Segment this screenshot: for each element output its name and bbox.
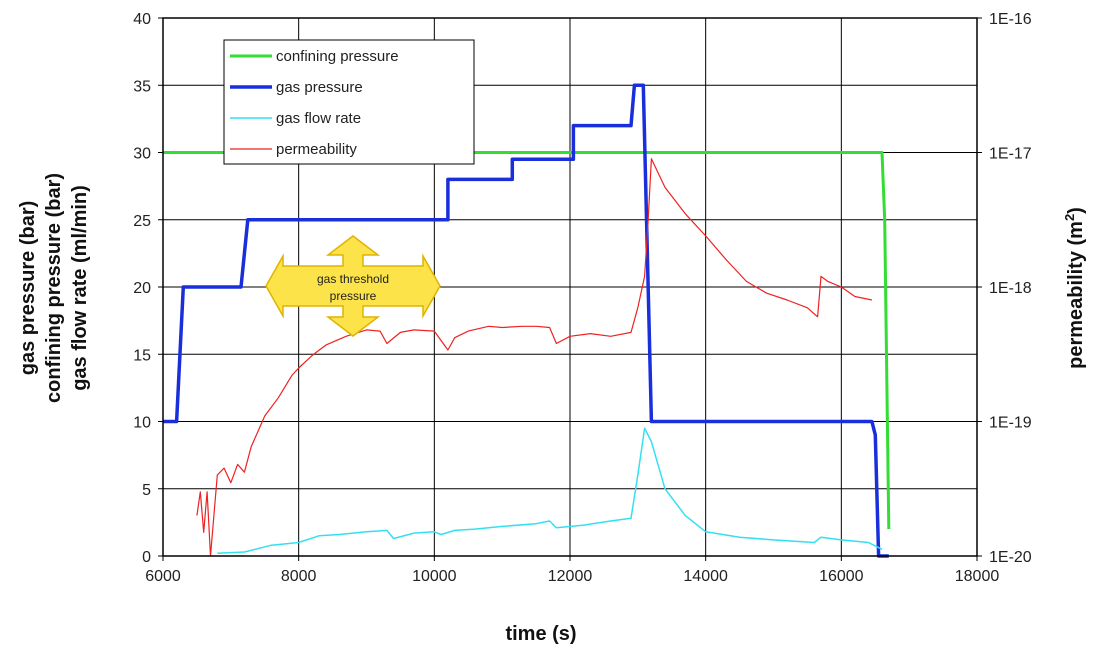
y2-axis-title: permeability (m2): [1062, 207, 1087, 369]
y2-axis-title-close: ): [1065, 207, 1087, 214]
annotation-line-1: gas threshold: [317, 272, 389, 286]
x-tick-label: 6000: [145, 568, 181, 585]
y2-axis-ticks: 1E-20 1E-19 1E-18 1E-17 1E-16: [977, 11, 1032, 566]
x-axis-ticks: 6000 8000 10000 12000 14000 16000 18000: [145, 556, 999, 585]
y-tick-label: 5: [142, 482, 151, 499]
y-tick-label: 40: [133, 11, 151, 28]
y-axis-title-line-2: confining pressure (bar): [43, 173, 65, 403]
y2-tick-label: 1E-17: [989, 146, 1032, 163]
y2-tick-label: 1E-19: [989, 415, 1032, 432]
annotation-gas-threshold: gas threshold pressure: [265, 235, 441, 337]
y-axis-title-line-1: gas pressure (bar): [17, 201, 39, 376]
x-tick-label: 18000: [955, 568, 1000, 585]
y-tick-label: 15: [133, 347, 151, 364]
series-line-gas-pressure: [163, 83, 889, 558]
y-tick-label: 10: [133, 415, 151, 432]
y-tick-label: 35: [133, 78, 151, 95]
y2-tick-label: 1E-20: [989, 549, 1032, 566]
y2-axis-title-sup: 2: [1062, 214, 1077, 221]
legend-box: [223, 39, 475, 165]
x-tick-label: 12000: [548, 568, 593, 585]
series-line-gas-flow-rate: [217, 427, 883, 555]
series-line-confining-pressure: [163, 151, 891, 530]
x-tick-label: 10000: [412, 568, 457, 585]
y2-tick-label: 1E-16: [989, 11, 1032, 28]
y-tick-label: 0: [142, 549, 151, 566]
y2-tick-label: 1E-18: [989, 280, 1032, 297]
y-axis-title-line-3: gas flow rate (ml/min): [69, 185, 91, 391]
x-tick-label: 16000: [819, 568, 864, 585]
x-tick-label: 8000: [281, 568, 317, 585]
y-tick-label: 20: [133, 280, 151, 297]
legend-label-gas-pressure: gas pressure: [276, 79, 363, 96]
y-axis-title: gas pressure (bar) confining pressure (b…: [17, 173, 91, 403]
series-line-permeability: [196, 158, 873, 557]
y2-axis-title-main: permeability (m: [1065, 221, 1087, 369]
y-tick-label: 30: [133, 146, 151, 163]
x-tick-label: 14000: [683, 568, 728, 585]
x-axis-title: time (s): [505, 623, 576, 645]
series-group: [163, 83, 891, 558]
legend-label-confining-pressure: confining pressure: [276, 48, 399, 65]
legend-label-gas-flow-rate: gas flow rate: [276, 110, 361, 127]
annotation-arrow: [265, 235, 441, 337]
y-axis-ticks: 0 5 10 15 20 25 30 35 40: [133, 11, 163, 566]
annotation-line-2: pressure: [330, 289, 377, 303]
y-tick-label: 25: [133, 213, 151, 230]
legend-label-permeability: permeability: [276, 141, 357, 158]
legend: confining pressure gas pressure gas flow r…: [223, 39, 475, 165]
